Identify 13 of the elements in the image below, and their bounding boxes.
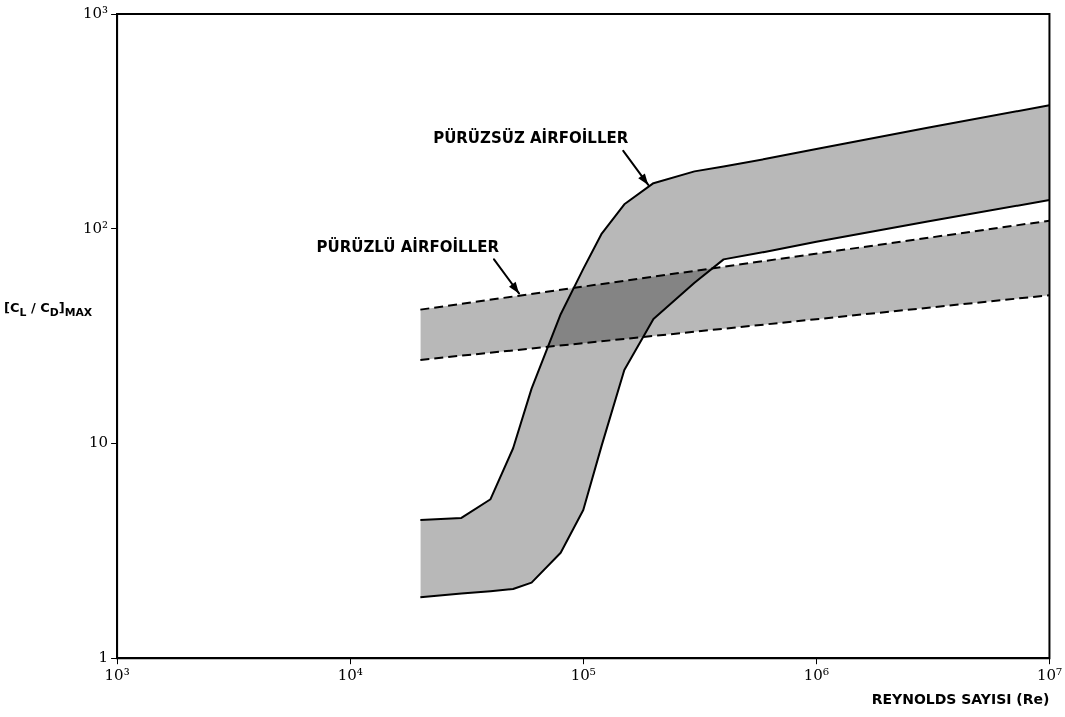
- y-axis-title: [C$_{L}$ / C$_{D}$]$_{MAX}$: [4, 300, 93, 319]
- annotation: PÜRÜZLÜ AİRFOİLLER: [316, 236, 500, 256]
- x-tick-label: 10³: [104, 666, 130, 685]
- y-tick-label: 10: [89, 433, 109, 452]
- x-tick-label: 10⁶: [803, 666, 829, 685]
- annotation: PÜRÜZSÜZ AİRFOİLLER: [433, 128, 629, 148]
- x-tick-label: 10⁷: [1036, 666, 1062, 685]
- x-axis-title: REYNOLDS SAYISI (Re): [871, 691, 1050, 708]
- x-tick-label: 10⁵: [570, 666, 596, 685]
- y-tick-label: 10²: [82, 218, 109, 237]
- x-tick-label: 10⁴: [337, 666, 363, 685]
- y-tick-label: 10³: [82, 3, 109, 22]
- y-tick-label: 1: [98, 648, 109, 667]
